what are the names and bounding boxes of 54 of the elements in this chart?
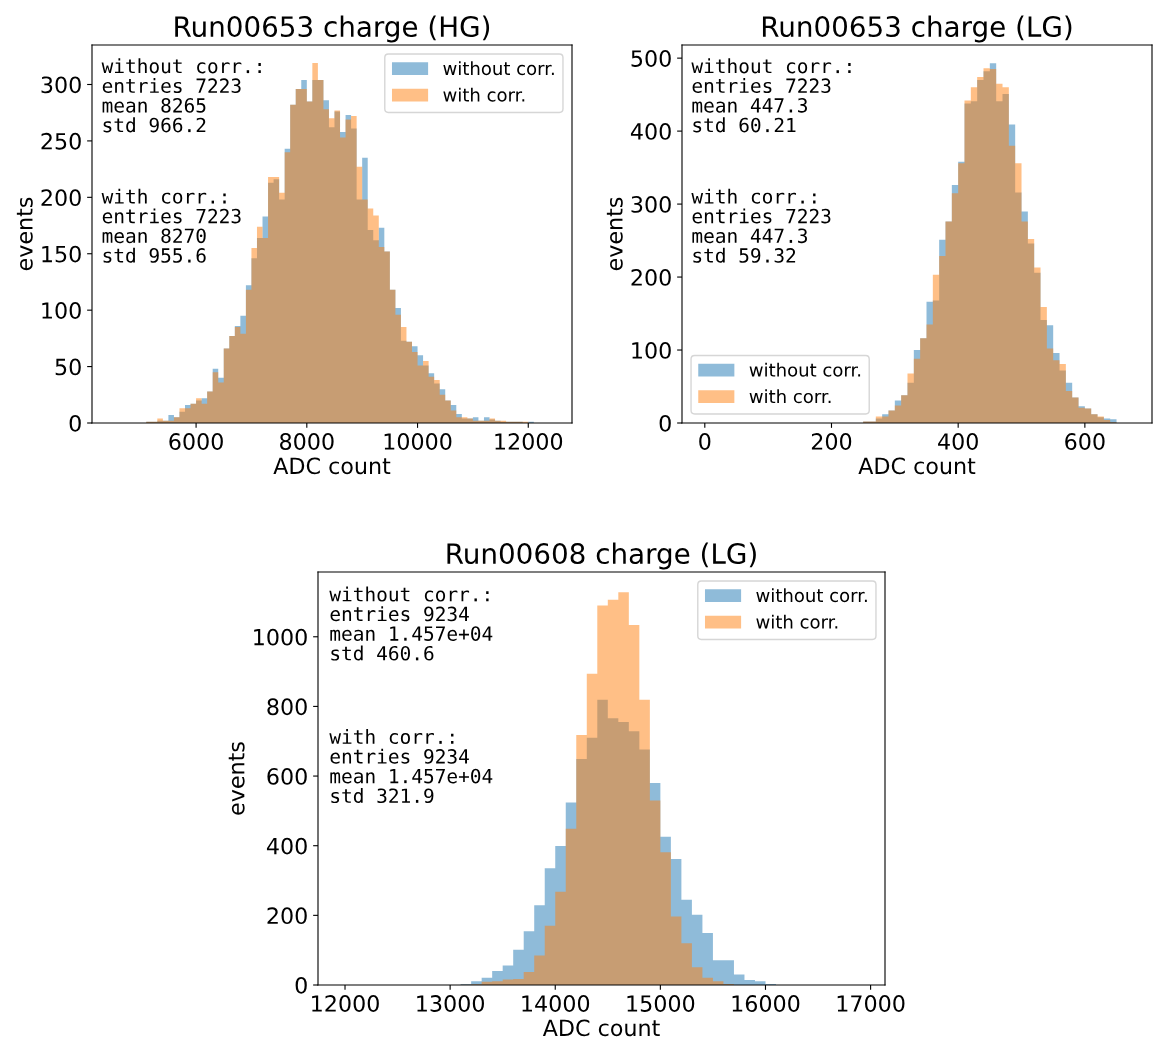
y-tick-label: 50 — [55, 358, 81, 376]
annotation: without corr.: entries 7223 mean 8265 std 966.2 — [101, 58, 261, 133]
y-tick-label: 1000 — [254, 628, 307, 646]
legend-label: with corr. — [749, 389, 831, 404]
x-tick-label: 6000 — [169, 433, 223, 450]
y-tick-label: 600 — [267, 768, 307, 785]
x-tick-label: 13000 — [417, 995, 484, 1012]
x-tick-label: 17000 — [837, 995, 905, 1012]
y-tick-label: 400 — [630, 123, 671, 140]
y-tick-label: 400 — [266, 837, 307, 855]
x-tick-label: 15000 — [627, 995, 695, 1012]
x-axis-title: ADC count — [858, 457, 976, 475]
legend-label: without corr. — [756, 588, 867, 603]
x-tick-label: 10000 — [384, 433, 452, 450]
y-tick-label: 500 — [631, 50, 671, 67]
legend-label: without corr. — [443, 61, 554, 76]
y-tick-label: 200 — [631, 269, 671, 286]
x-tick-label: 14000 — [522, 995, 590, 1012]
annotation: with corr.: entries 9234 mean 1.457e+04 std 321.9 — [329, 729, 493, 804]
y-tick-label: 0 — [659, 414, 671, 432]
y-tick-label: 0 — [295, 976, 307, 994]
chart-title: Run00653 charge (HG) — [175, 15, 490, 43]
legend-label: without corr. — [749, 362, 861, 377]
x-axis-title: ADC count — [542, 1019, 660, 1037]
annotation: without corr.: entries 7223 mean 447.3 std 60.21 — [691, 58, 851, 133]
annotation: with corr.: entries 7223 mean 447.3 std 59.32 — [691, 188, 831, 263]
y-tick-label: 800 — [267, 698, 307, 716]
x-axis-title: ADC count — [273, 457, 391, 475]
legend-label: with corr. — [756, 614, 838, 629]
y-tick-label: 150 — [42, 245, 81, 263]
x-tick-label: 12000 — [495, 433, 563, 450]
y-axis-title: events — [606, 197, 623, 271]
y-tick-label: 300 — [631, 196, 671, 213]
y-tick-label: 200 — [267, 907, 307, 925]
y-axis-title: events — [228, 742, 245, 815]
annotation: without corr.: entries 9234 mean 1.457e+04 std 460.6 — [329, 586, 493, 661]
y-tick-label: 250 — [41, 132, 81, 150]
x-tick-label: 600 — [1065, 433, 1105, 450]
x-tick-label: 16000 — [732, 995, 800, 1012]
x-tick-label: 200 — [811, 433, 852, 450]
x-tick-label: 0 — [699, 433, 711, 450]
y-tick-label: 100 — [42, 302, 81, 319]
annotation: with corr.: entries 7223 mean 8270 std 955.6 — [101, 188, 241, 263]
x-tick-label: 8000 — [280, 433, 334, 450]
chart-title: Run00653 charge (LG) — [762, 15, 1072, 43]
x-tick-label: 400 — [938, 433, 978, 450]
x-tick-label: 12000 — [312, 995, 379, 1012]
chart-title: Run00608 charge (LG) — [447, 542, 756, 570]
y-tick-label: 0 — [69, 414, 81, 432]
y-tick-label: 100 — [632, 341, 671, 359]
y-axis-title: events — [16, 197, 33, 271]
legend-label: with corr. — [443, 87, 525, 102]
y-tick-label: 300 — [41, 76, 81, 94]
y-tick-label: 200 — [41, 189, 81, 207]
